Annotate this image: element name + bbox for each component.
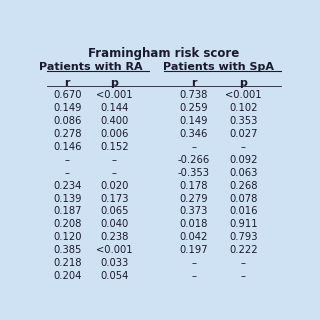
Text: 0.911: 0.911 bbox=[229, 219, 258, 229]
Text: 0.208: 0.208 bbox=[53, 219, 82, 229]
Text: 0.268: 0.268 bbox=[229, 180, 258, 191]
Text: 0.092: 0.092 bbox=[229, 155, 258, 165]
Text: -0.353: -0.353 bbox=[178, 168, 210, 178]
Text: –: – bbox=[112, 155, 117, 165]
Text: Framingham risk score: Framingham risk score bbox=[88, 47, 240, 60]
Text: 0.020: 0.020 bbox=[100, 180, 129, 191]
Text: 0.139: 0.139 bbox=[53, 194, 82, 204]
Text: 0.279: 0.279 bbox=[180, 194, 208, 204]
Text: <0.001: <0.001 bbox=[96, 245, 133, 255]
Text: 0.152: 0.152 bbox=[100, 142, 129, 152]
Text: 0.238: 0.238 bbox=[100, 232, 129, 242]
Text: 0.065: 0.065 bbox=[100, 206, 129, 216]
Text: 0.042: 0.042 bbox=[180, 232, 208, 242]
Text: 0.738: 0.738 bbox=[180, 90, 208, 100]
Text: –: – bbox=[112, 168, 117, 178]
Text: –: – bbox=[65, 168, 70, 178]
Text: 0.218: 0.218 bbox=[53, 258, 82, 268]
Text: p: p bbox=[110, 78, 118, 88]
Text: 0.146: 0.146 bbox=[53, 142, 82, 152]
Text: –: – bbox=[191, 142, 196, 152]
Text: 0.173: 0.173 bbox=[100, 194, 129, 204]
Text: 0.006: 0.006 bbox=[100, 129, 129, 139]
Text: 0.400: 0.400 bbox=[100, 116, 129, 126]
Text: 0.353: 0.353 bbox=[229, 116, 258, 126]
Text: 0.063: 0.063 bbox=[229, 168, 258, 178]
Text: 0.027: 0.027 bbox=[229, 129, 258, 139]
Text: 0.149: 0.149 bbox=[180, 116, 208, 126]
Text: 0.222: 0.222 bbox=[229, 245, 258, 255]
Text: 0.149: 0.149 bbox=[53, 103, 82, 113]
Text: –: – bbox=[191, 271, 196, 281]
Text: 0.040: 0.040 bbox=[100, 219, 129, 229]
Text: 0.120: 0.120 bbox=[53, 232, 82, 242]
Text: 0.078: 0.078 bbox=[229, 194, 258, 204]
Text: –: – bbox=[65, 155, 70, 165]
Text: -0.266: -0.266 bbox=[178, 155, 210, 165]
Text: –: – bbox=[241, 258, 246, 268]
Text: –: – bbox=[191, 258, 196, 268]
Text: –: – bbox=[241, 271, 246, 281]
Text: 0.793: 0.793 bbox=[229, 232, 258, 242]
Text: 0.018: 0.018 bbox=[180, 219, 208, 229]
Text: r: r bbox=[191, 78, 196, 88]
Text: –: – bbox=[241, 142, 246, 152]
Text: 0.346: 0.346 bbox=[180, 129, 208, 139]
Text: 0.016: 0.016 bbox=[229, 206, 258, 216]
Text: 0.086: 0.086 bbox=[53, 116, 82, 126]
Text: Patients with RA: Patients with RA bbox=[39, 62, 143, 72]
Text: Patients with SpA: Patients with SpA bbox=[163, 62, 274, 72]
Text: 0.054: 0.054 bbox=[100, 271, 129, 281]
Text: 0.385: 0.385 bbox=[53, 245, 82, 255]
Text: 0.144: 0.144 bbox=[100, 103, 129, 113]
Text: 0.102: 0.102 bbox=[229, 103, 258, 113]
Text: 0.670: 0.670 bbox=[53, 90, 82, 100]
Text: <0.001: <0.001 bbox=[225, 90, 262, 100]
Text: 0.187: 0.187 bbox=[53, 206, 82, 216]
Text: r: r bbox=[65, 78, 70, 88]
Text: 0.278: 0.278 bbox=[53, 129, 82, 139]
Text: 0.033: 0.033 bbox=[100, 258, 129, 268]
Text: 0.197: 0.197 bbox=[180, 245, 208, 255]
Text: 0.178: 0.178 bbox=[180, 180, 208, 191]
Text: 0.373: 0.373 bbox=[180, 206, 208, 216]
Text: 0.234: 0.234 bbox=[53, 180, 82, 191]
Text: <0.001: <0.001 bbox=[96, 90, 133, 100]
Text: p: p bbox=[239, 78, 247, 88]
Text: 0.259: 0.259 bbox=[180, 103, 208, 113]
Text: 0.204: 0.204 bbox=[53, 271, 82, 281]
